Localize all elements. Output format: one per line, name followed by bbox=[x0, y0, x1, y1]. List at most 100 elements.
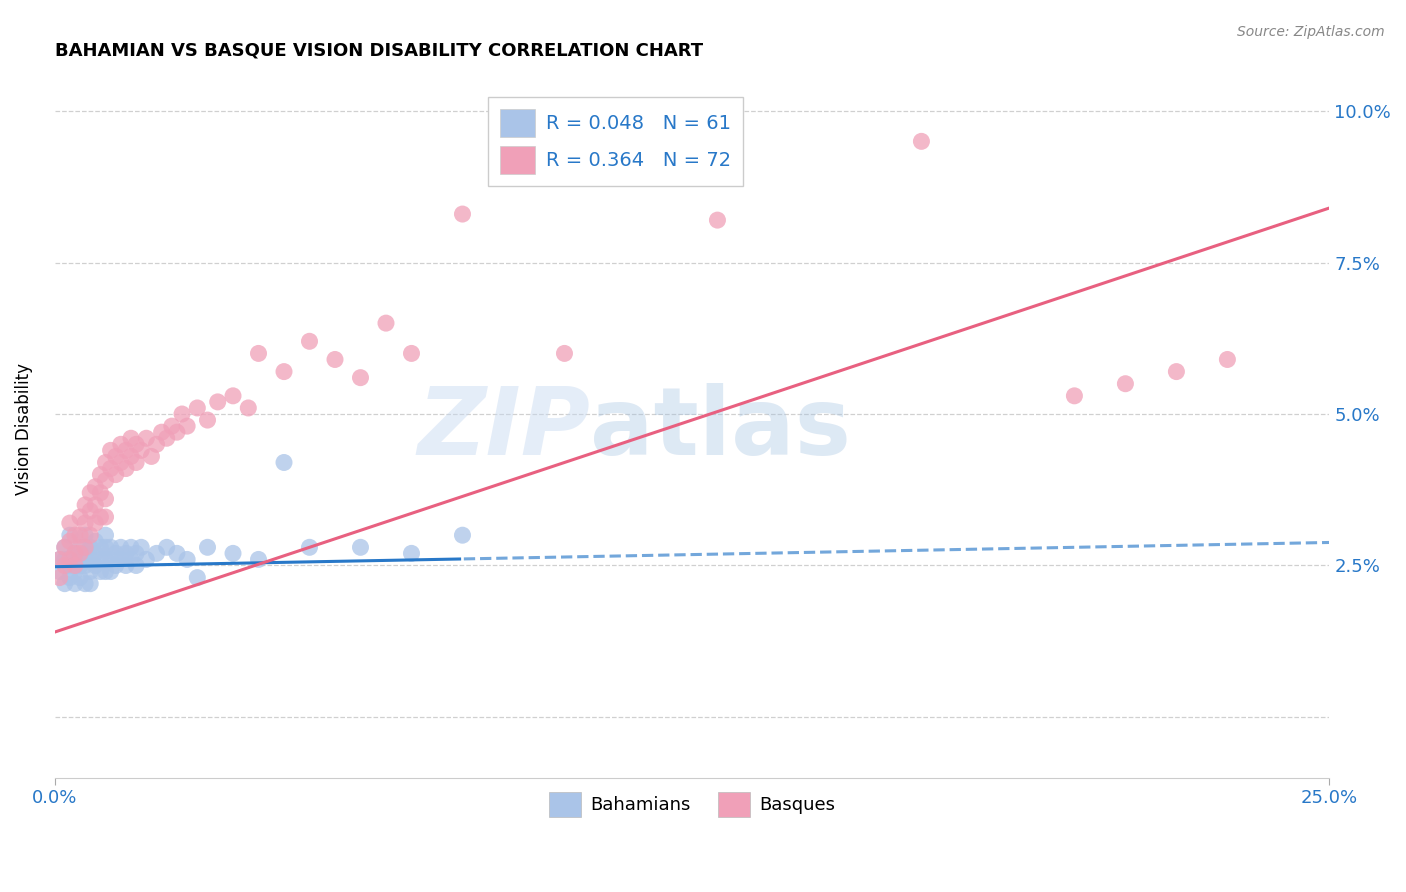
Point bbox=[79, 576, 101, 591]
Point bbox=[1114, 376, 1136, 391]
Point bbox=[104, 450, 127, 464]
Point bbox=[59, 552, 82, 566]
Point bbox=[69, 510, 91, 524]
Point bbox=[125, 455, 148, 469]
Point bbox=[84, 546, 107, 560]
Point bbox=[451, 528, 474, 542]
Point bbox=[100, 461, 122, 475]
Point bbox=[75, 576, 97, 591]
Point bbox=[75, 516, 97, 530]
Point bbox=[176, 419, 198, 434]
Point bbox=[125, 546, 148, 560]
Point bbox=[145, 437, 167, 451]
Point bbox=[79, 504, 101, 518]
Point bbox=[120, 552, 142, 566]
Point bbox=[553, 346, 575, 360]
Point bbox=[110, 552, 132, 566]
Point bbox=[222, 546, 245, 560]
Point bbox=[150, 425, 173, 440]
Point bbox=[75, 546, 97, 560]
Point bbox=[910, 134, 932, 148]
Point bbox=[273, 455, 295, 469]
Legend: Bahamians, Basques: Bahamians, Basques bbox=[541, 784, 842, 824]
Point bbox=[129, 541, 152, 555]
Point bbox=[120, 431, 142, 445]
Point bbox=[120, 450, 142, 464]
Point bbox=[63, 558, 86, 573]
Point bbox=[125, 437, 148, 451]
Point bbox=[75, 528, 97, 542]
Point bbox=[197, 541, 219, 555]
Point bbox=[79, 565, 101, 579]
Point bbox=[84, 516, 107, 530]
Point bbox=[375, 316, 398, 330]
Point bbox=[94, 552, 117, 566]
Point bbox=[79, 485, 101, 500]
Point bbox=[110, 541, 132, 555]
Point bbox=[53, 558, 76, 573]
Point bbox=[59, 528, 82, 542]
Text: ZIP: ZIP bbox=[418, 384, 591, 475]
Point bbox=[94, 455, 117, 469]
Point bbox=[104, 546, 127, 560]
Point bbox=[100, 541, 122, 555]
Point bbox=[75, 498, 97, 512]
Point bbox=[48, 565, 70, 579]
Point bbox=[156, 541, 179, 555]
Point bbox=[89, 485, 111, 500]
Point bbox=[186, 401, 208, 415]
Point bbox=[135, 552, 157, 566]
Point bbox=[176, 552, 198, 566]
Point bbox=[323, 352, 346, 367]
Point bbox=[115, 546, 138, 560]
Point bbox=[135, 431, 157, 445]
Point bbox=[69, 571, 91, 585]
Point bbox=[48, 552, 70, 566]
Point bbox=[69, 558, 91, 573]
Point bbox=[156, 431, 179, 445]
Point bbox=[89, 565, 111, 579]
Point bbox=[110, 455, 132, 469]
Point bbox=[298, 334, 321, 349]
Point bbox=[247, 552, 270, 566]
Y-axis label: Vision Disability: Vision Disability bbox=[15, 363, 32, 495]
Text: BAHAMIAN VS BASQUE VISION DISABILITY CORRELATION CHART: BAHAMIAN VS BASQUE VISION DISABILITY COR… bbox=[55, 42, 703, 60]
Point bbox=[48, 571, 70, 585]
Point bbox=[94, 528, 117, 542]
Point bbox=[63, 546, 86, 560]
Point bbox=[63, 546, 86, 560]
Point bbox=[401, 346, 423, 360]
Point bbox=[75, 558, 97, 573]
Point bbox=[84, 498, 107, 512]
Point bbox=[84, 558, 107, 573]
Point bbox=[349, 541, 371, 555]
Point bbox=[94, 510, 117, 524]
Point bbox=[273, 365, 295, 379]
Point bbox=[53, 541, 76, 555]
Point bbox=[104, 558, 127, 573]
Point bbox=[69, 528, 91, 542]
Point bbox=[48, 552, 70, 566]
Point bbox=[89, 467, 111, 482]
Point bbox=[451, 207, 474, 221]
Point bbox=[110, 437, 132, 451]
Point bbox=[349, 370, 371, 384]
Point bbox=[100, 565, 122, 579]
Point bbox=[63, 528, 86, 542]
Point bbox=[125, 558, 148, 573]
Text: atlas: atlas bbox=[591, 384, 851, 475]
Point bbox=[115, 461, 138, 475]
Point bbox=[129, 443, 152, 458]
Point bbox=[53, 541, 76, 555]
Point bbox=[69, 546, 91, 560]
Point bbox=[197, 413, 219, 427]
Point bbox=[170, 407, 193, 421]
Text: Source: ZipAtlas.com: Source: ZipAtlas.com bbox=[1237, 25, 1385, 39]
Point bbox=[160, 419, 183, 434]
Point bbox=[59, 571, 82, 585]
Point bbox=[75, 541, 97, 555]
Point bbox=[53, 576, 76, 591]
Point bbox=[1216, 352, 1239, 367]
Point bbox=[63, 576, 86, 591]
Point bbox=[94, 474, 117, 488]
